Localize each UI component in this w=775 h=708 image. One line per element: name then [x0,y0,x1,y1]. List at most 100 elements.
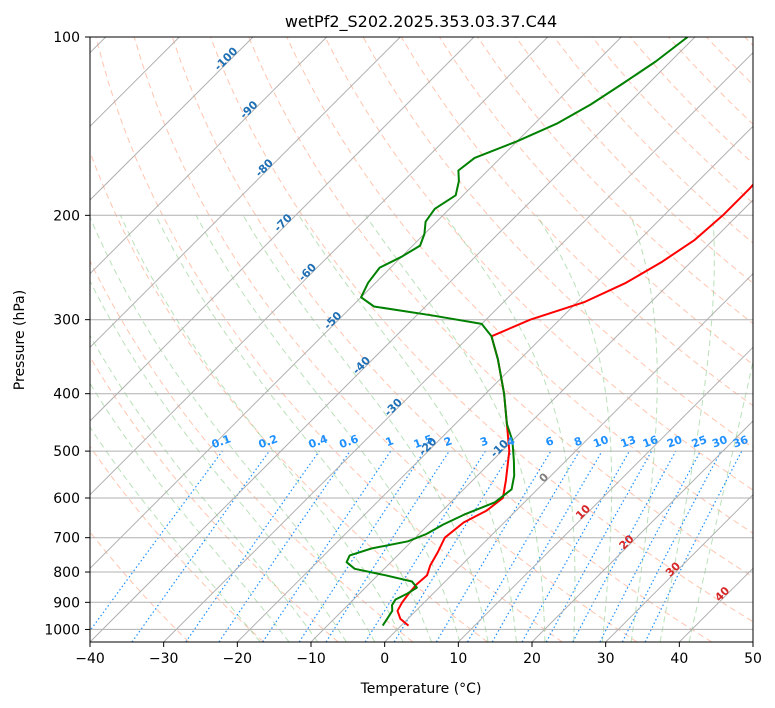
moist-adiabat-label: 30 [663,559,683,579]
dry-adiabat [248,37,753,578]
dry-adiabat [668,37,753,125]
mixing-ratio-line [545,450,653,642]
x-tick-label: −40 [75,651,105,667]
x-tick-label: −10 [296,651,326,667]
y-tick-label: 1000 [44,622,80,638]
x-tick-label: −20 [223,651,253,667]
moist-adiabat [364,215,546,642]
y-tick-label: 200 [53,208,80,224]
moist-adiabat [630,215,658,642]
mixing-ratio-label: 1.5 [412,432,435,451]
mixing-ratio-line [393,450,513,642]
y-tick-label: 100 [53,30,80,46]
isotherm-line [605,493,753,642]
y-tick-label: 900 [53,595,80,611]
y-tick-label: 300 [53,313,80,329]
dewpoint-line [345,37,689,627]
y-tick-label: 500 [53,444,80,460]
x-axis-ticks: −40 −30 −20 −10 0 10 20 30 40 50 [75,642,762,667]
isotherm-line [90,37,549,496]
moist-adiabat [90,279,347,642]
mixing-ratio-line [262,450,392,642]
plot-area: 0.1 0.2 0.4 0.6 1 1.5 2 3 4 6 8 10 13 16 20 25 30 36-100-… [90,37,753,642]
isotherm-line [90,37,622,570]
isotherm-label: -70 [272,211,295,234]
mixing-ratio-label: 0.6 [338,432,361,451]
dry-adiabat [553,37,753,244]
mixing-ratio-label: 10 [591,433,610,451]
mixing-ratio-label: 2 [442,434,454,449]
mixing-ratio-lines [90,450,743,642]
moist-adiabat [90,215,376,642]
dry-adiabat [744,37,753,47]
mixing-ratio-line [325,450,450,642]
isotherm-line [236,125,753,642]
moist-adiabat [536,215,613,642]
mixing-ratio-line [90,450,223,632]
mixing-ratio-label: 0.2 [257,432,280,451]
x-tick-label: 10 [449,651,467,667]
dry-adiabats [90,37,753,642]
isotherm-line [90,37,696,642]
moist-adiabat [659,215,715,642]
mixing-ratio-line [185,450,320,642]
dry-adiabat [210,37,753,623]
mixing-ratio-label: 1 [384,434,396,449]
moist-adiabat [688,358,753,642]
isotherm-label: -40 [350,354,373,377]
dry-adiabat [706,37,753,86]
isotherm-line [531,420,753,642]
isotherm-line [90,37,401,349]
dry-adiabat [515,37,753,284]
y-axis-ticks: 100 200 300 400 500 600 700 800 900 1000 [44,30,90,638]
moist-adiabats [90,215,753,642]
dry-adiabat [286,37,753,534]
mixing-ratio-line [644,450,743,642]
moist-adiabat [298,215,517,642]
isotherm-label: -100 [212,44,241,73]
moist-adiabat-label: 40 [712,584,732,604]
isotherm-line [752,641,753,642]
y-tick-label: 800 [53,565,80,581]
isotherm-label: -90 [237,98,260,121]
mixing-ratio-label: 36 [731,433,750,451]
mixing-ratio-line [131,450,270,642]
mixing-ratio-label: 3 [478,434,490,449]
moist-adiabat [120,215,404,642]
y-tick-label: 600 [53,491,80,507]
isobar-gridlines [90,37,753,630]
y-tick-label: 400 [53,387,80,403]
mixing-ratio-label: 0.4 [307,432,330,451]
dry-adiabat [90,356,339,642]
isotherm-line [90,37,254,201]
dry-adiabat [324,37,753,491]
mixing-ratio-line [218,450,351,642]
moist-adiabat-label: 20 [617,532,637,552]
moist-adiabat [90,334,319,642]
isotherm-line [90,37,328,275]
chart-title: wetPf2_S202.2025.353.03.37.C44 [285,12,557,32]
x-tick-label: 40 [670,651,688,667]
moist-adiabat [90,426,261,642]
mixing-ratio-label: 16 [641,433,660,451]
x-tick-label: 20 [523,651,541,667]
dry-adiabat [90,150,488,642]
isotherm-gridlines [90,37,753,642]
mixing-ratio-label: 4 [505,434,517,449]
dry-adiabat [133,37,638,642]
dry-adiabat [90,259,414,642]
x-tick-label: 0 [380,651,389,667]
isotherm-line [90,37,475,422]
mixing-ratio-line [599,450,702,642]
mixing-ratio-label: 0.1 [210,432,233,451]
mixing-ratio-line [298,450,425,642]
moist-adiabat [444,215,576,642]
sounding-series [345,37,753,627]
isotherm-line [678,567,753,642]
dry-adiabat [90,445,264,642]
mixing-ratio-line [572,450,677,642]
isotherm-line [310,199,753,642]
mixing-ratio-label: 30 [710,433,729,451]
isotherm-line [457,346,753,642]
